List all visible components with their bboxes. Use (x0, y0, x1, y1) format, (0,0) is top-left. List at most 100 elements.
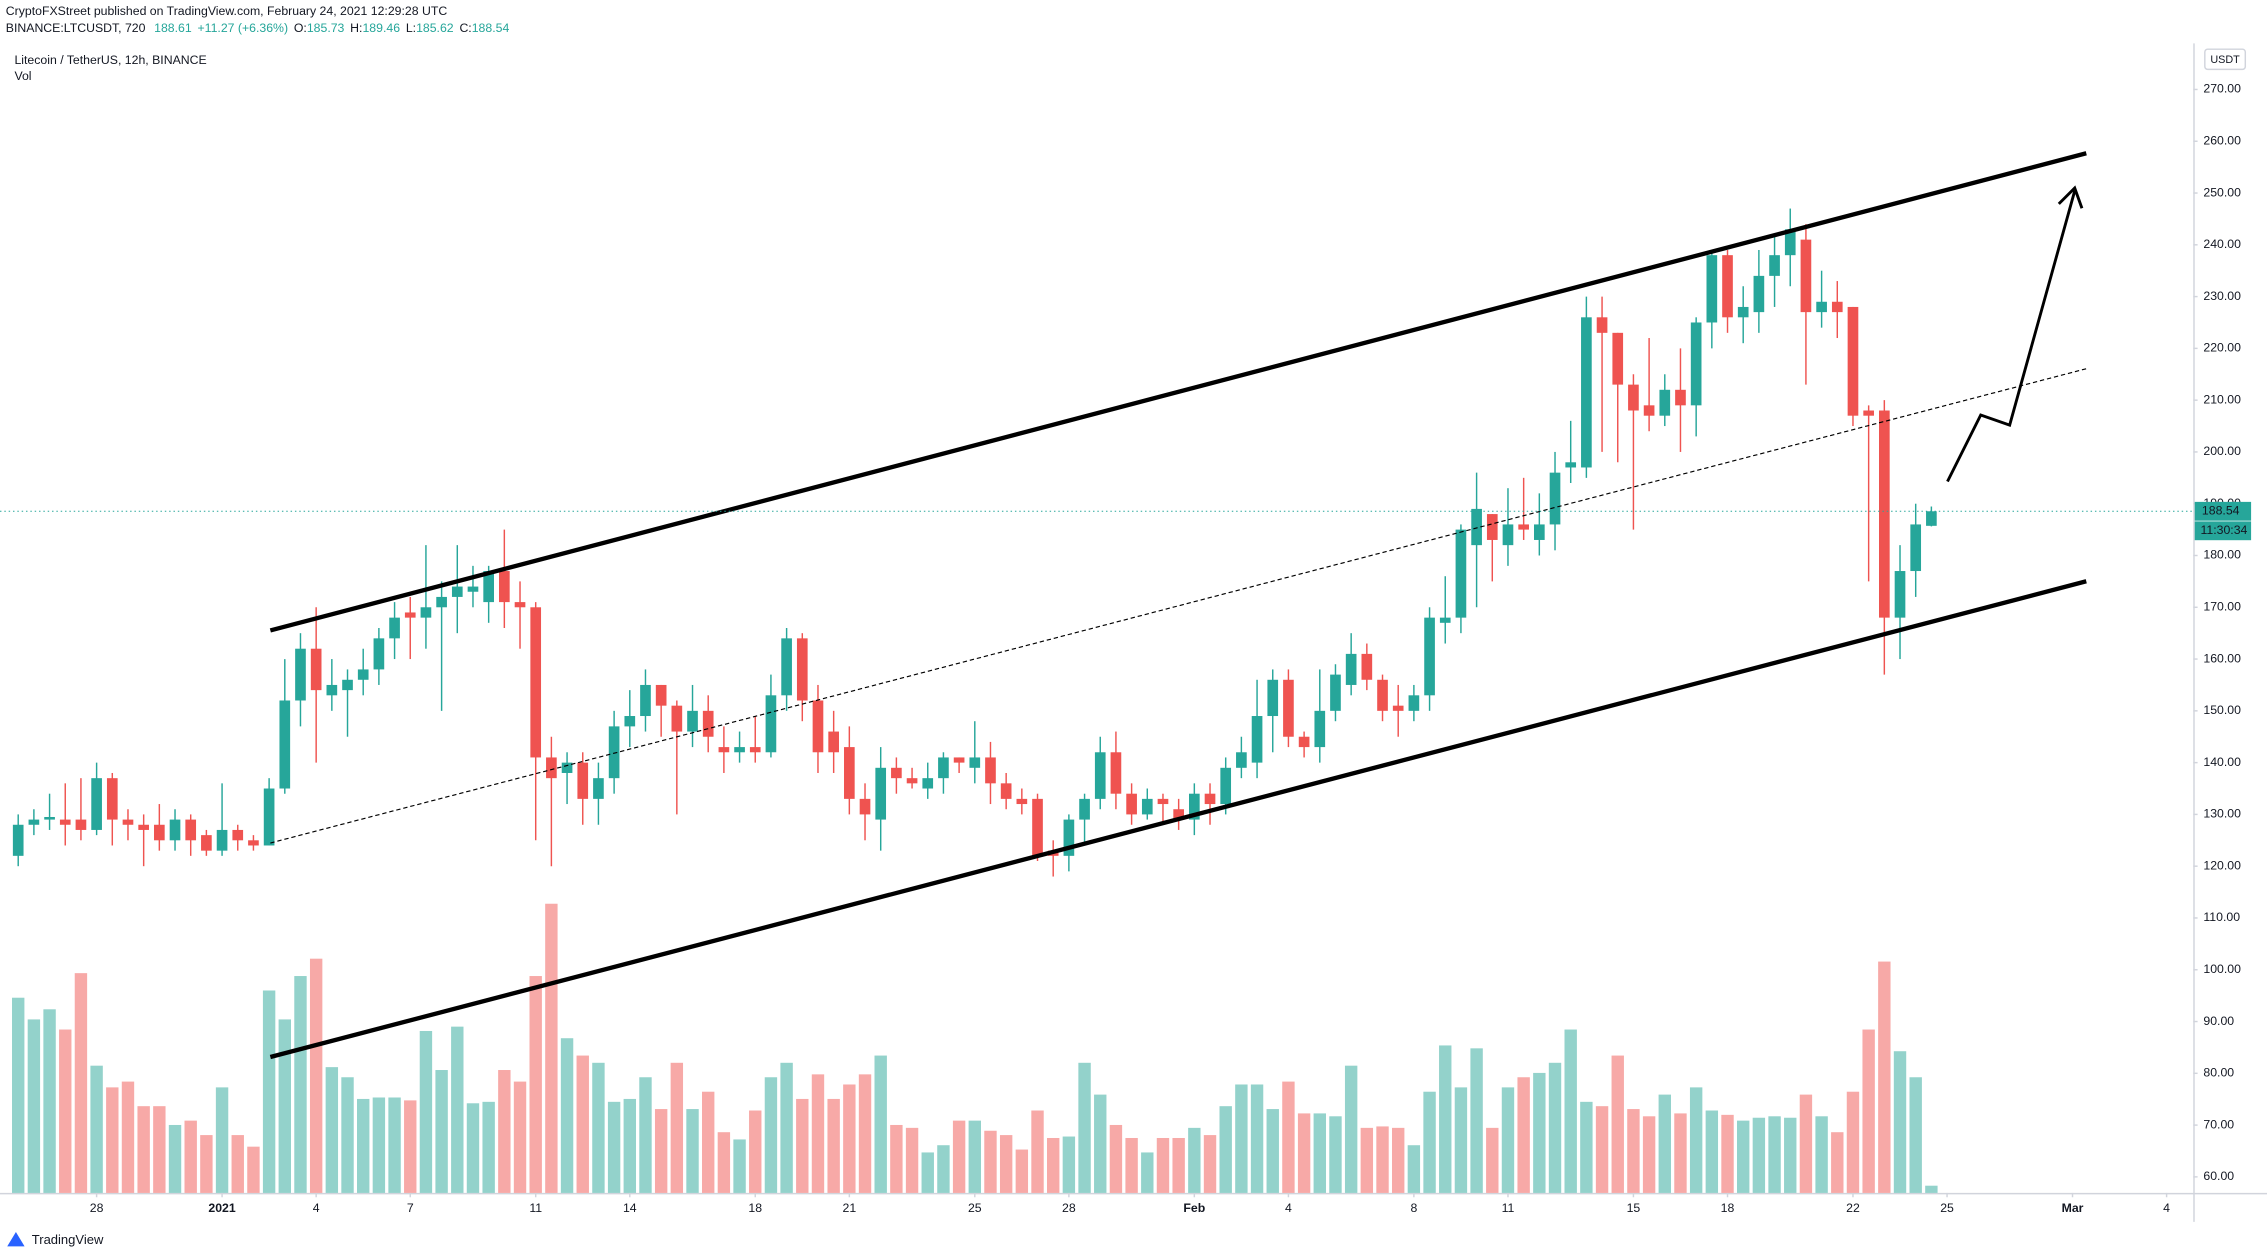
candle-body (279, 700, 291, 789)
volume-bar (1878, 961, 1891, 1193)
volume-bar (1580, 1101, 1593, 1193)
candle-body (467, 586, 479, 592)
brand-icon (7, 1231, 25, 1247)
candle-body (1612, 332, 1624, 385)
candle-body (59, 819, 71, 825)
candle-body (1157, 798, 1169, 805)
candle-body (44, 816, 55, 820)
volume-bar (1784, 1117, 1797, 1193)
publisher-line: CryptoFXStreet published on TradingView.… (6, 4, 448, 18)
candle-body (577, 762, 589, 799)
volume-bar (466, 1103, 480, 1193)
candle-body (1063, 819, 1075, 856)
y-tick-label: 210.00 (2203, 392, 2241, 406)
candle-body (404, 612, 416, 618)
volume-bar (1078, 1062, 1091, 1193)
volume-bar (545, 903, 558, 1193)
volume-bar (404, 1100, 417, 1193)
volume-bar (1501, 1087, 1515, 1193)
candle-body (1690, 322, 1702, 406)
volume-bar (1141, 1152, 1154, 1193)
volume-bar (576, 1055, 589, 1193)
volume-bar (733, 1139, 746, 1193)
y-tick-label: 270.00 (2203, 82, 2241, 96)
candle-body (906, 778, 918, 784)
volume-bar (623, 1098, 636, 1193)
candle-body (765, 695, 777, 753)
y-tick-label: 90.00 (2203, 1014, 2234, 1028)
candle-body (593, 778, 604, 799)
field-value: 185.62 (416, 21, 454, 35)
candle-body (1471, 508, 1482, 546)
candle-body (263, 788, 275, 846)
volume-bar (1344, 1065, 1358, 1193)
brand-text: TradingView (32, 1232, 104, 1247)
volume-bar (1094, 1094, 1107, 1193)
volume-bar (1125, 1137, 1138, 1193)
volume-bar (1439, 1045, 1452, 1193)
x-tick-label: 18 (1721, 1201, 1735, 1215)
x-tick-label: 11 (529, 1201, 542, 1215)
volume-bar (1627, 1109, 1640, 1193)
x-tick-label: 21 (843, 1201, 857, 1215)
candle-body (985, 757, 996, 784)
volume-bar (592, 1062, 605, 1193)
candle-body (1079, 798, 1090, 820)
candle-body (420, 607, 432, 618)
volume-bar (341, 1077, 354, 1193)
volume-bar (1611, 1055, 1624, 1193)
x-tick-label: 4 (2163, 1201, 2170, 1215)
candle-body (1455, 529, 1467, 618)
candle-body (1110, 752, 1122, 794)
x-tick-label: 11 (1502, 1201, 1515, 1215)
volume-bar (1533, 1072, 1546, 1193)
candles (12, 208, 1937, 877)
candle-body (1910, 524, 1922, 572)
candle-body (1659, 389, 1671, 416)
volume-bar (1658, 1094, 1671, 1193)
candle-body (1486, 514, 1498, 540)
candle-body (671, 705, 683, 732)
y-tick-label: 200.00 (2203, 444, 2241, 458)
candle-body (1518, 524, 1529, 530)
symbol: BINANCE:LTCUSDT, 720 (6, 21, 146, 35)
y-tick-label: 230.00 (2203, 289, 2241, 303)
volume-bar (1188, 1127, 1201, 1193)
volume-bar (419, 1030, 433, 1193)
candle-body (655, 684, 667, 706)
volume-bar (529, 976, 542, 1193)
candle-body (1926, 511, 1937, 526)
candle-body (969, 757, 981, 768)
candle-body (185, 819, 197, 841)
candle-body (1675, 389, 1686, 406)
volume-bar (247, 1146, 260, 1193)
y-tick-label: 250.00 (2203, 185, 2241, 199)
volume-bar (1219, 1106, 1232, 1193)
volume-bar (1831, 1132, 1844, 1193)
volume-bar (654, 1109, 668, 1193)
candle-body (138, 824, 149, 830)
volume-bar (952, 1120, 966, 1193)
candle-body (248, 840, 259, 846)
volume-bar (357, 1098, 370, 1193)
candle-body (1345, 653, 1357, 685)
candle-body (514, 602, 526, 608)
field-value: 188.54 (472, 21, 510, 35)
volume-bar (1329, 1116, 1342, 1193)
volume-bar (1486, 1127, 1499, 1193)
x-tick-label: 28 (1062, 1201, 1076, 1215)
volume-bar (1235, 1084, 1248, 1193)
volume-bar (1736, 1120, 1750, 1193)
candle-body (718, 747, 730, 753)
channel-lower (269, 579, 2087, 1060)
volume-bar (1376, 1126, 1389, 1193)
candle-body (749, 747, 761, 753)
candle-body (12, 824, 24, 856)
y-tick-label: 170.00 (2203, 600, 2241, 614)
candle-body (1361, 653, 1373, 680)
volume-bar (1015, 1149, 1029, 1193)
candle-body (640, 684, 651, 717)
candle-body (154, 824, 165, 841)
y-tick-label: 220.00 (2203, 341, 2241, 355)
axes: 60.00 70.00 80.00 90.00 100.00 110.00 120.00 13… (0, 82, 2252, 1215)
